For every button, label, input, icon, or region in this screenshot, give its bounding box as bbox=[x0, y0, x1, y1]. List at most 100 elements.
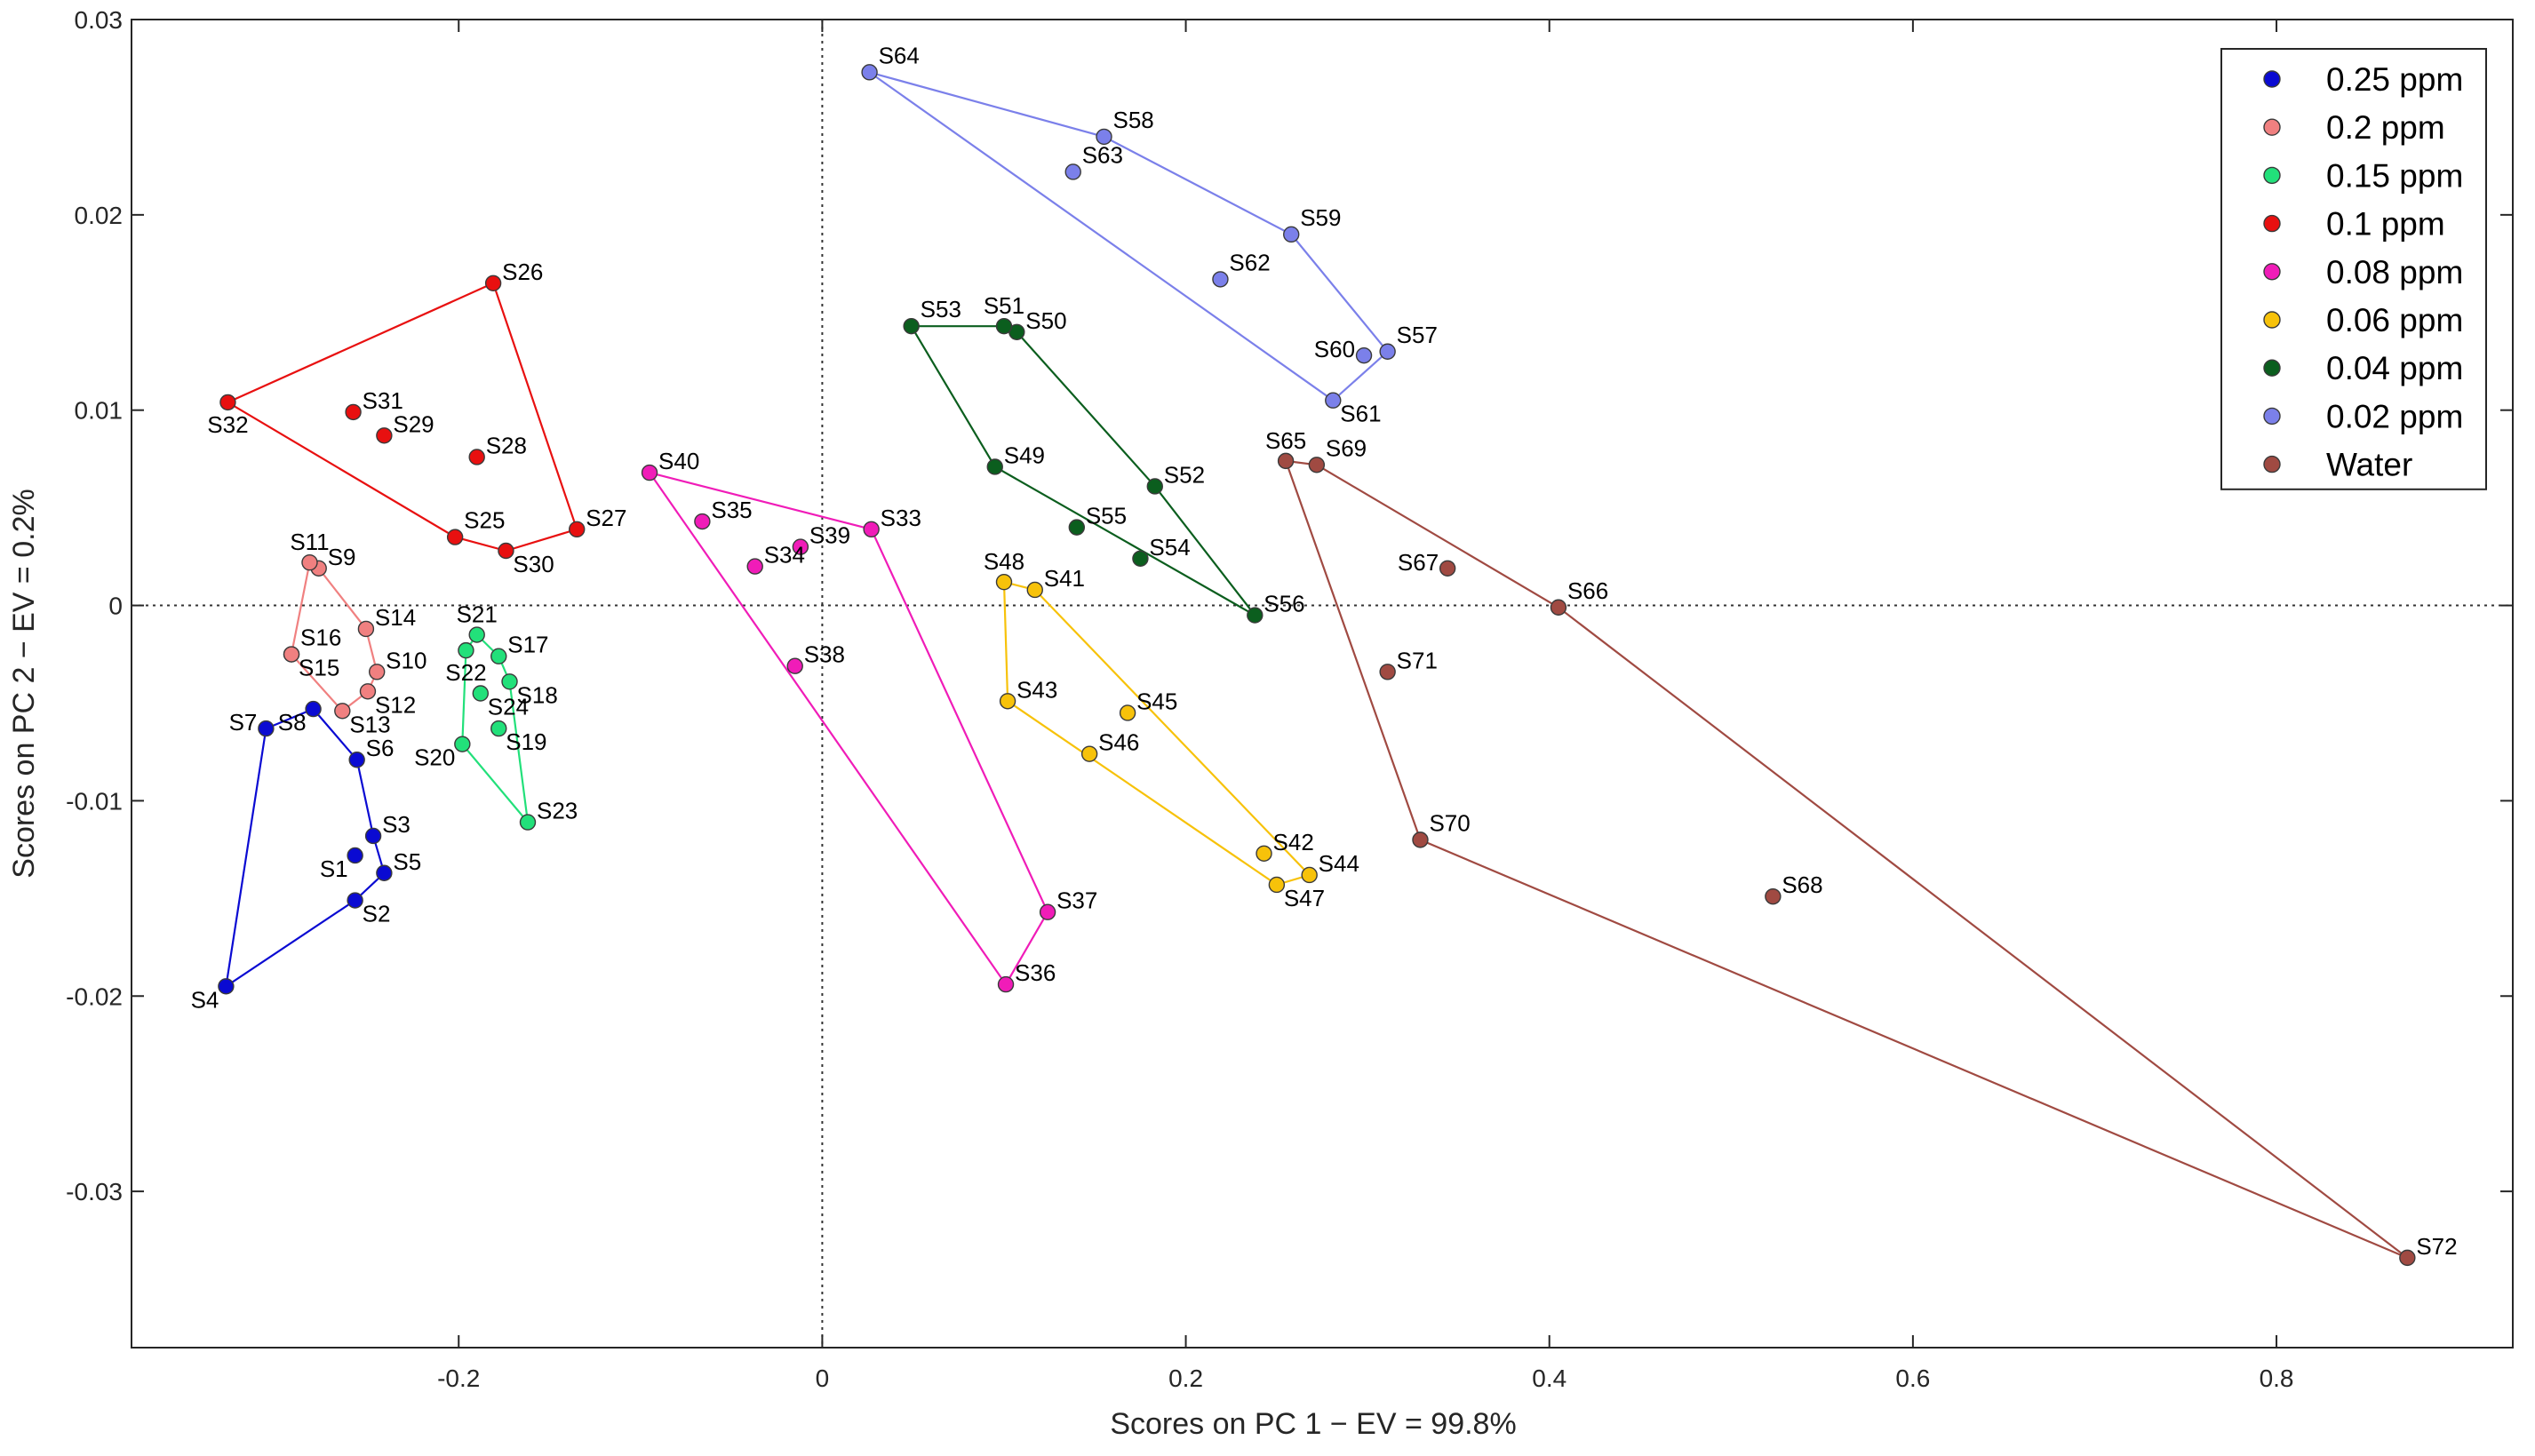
point-label-s58: S58 bbox=[1113, 107, 1154, 133]
point-label-s50: S50 bbox=[1025, 307, 1066, 334]
legend-label-0-08-ppm: 0.08 ppm bbox=[2326, 254, 2463, 290]
point-s34 bbox=[746, 558, 763, 575]
legend-marker-0-08-ppm bbox=[2263, 263, 2281, 281]
point-label-s41: S41 bbox=[1044, 565, 1085, 592]
point-s26 bbox=[484, 274, 502, 292]
y-tick-label: 0.02 bbox=[75, 202, 124, 229]
legend-label-0-1-ppm: 0.1 ppm bbox=[2326, 206, 2445, 243]
point-s8 bbox=[305, 700, 322, 718]
point-s70 bbox=[1412, 831, 1429, 848]
legend-label-0-06-ppm: 0.06 ppm bbox=[2326, 302, 2463, 338]
point-label-s36: S36 bbox=[1015, 959, 1056, 986]
point-label-s2: S2 bbox=[363, 901, 391, 927]
point-s43 bbox=[999, 693, 1016, 710]
legend-marker-0-02-ppm bbox=[2263, 407, 2281, 426]
point-label-s21: S21 bbox=[457, 601, 498, 628]
point-label-s14: S14 bbox=[375, 604, 416, 631]
point-label-s44: S44 bbox=[1319, 850, 1359, 877]
y-tick-label: 0.01 bbox=[75, 397, 124, 425]
point-label-s22: S22 bbox=[445, 659, 486, 686]
point-s62 bbox=[1212, 271, 1229, 288]
x-tick-label: 0.2 bbox=[1168, 1365, 1203, 1392]
legend-marker-0-2-ppm bbox=[2263, 118, 2281, 136]
point-label-s16: S16 bbox=[300, 625, 341, 651]
point-label-s62: S62 bbox=[1229, 249, 1270, 275]
point-label-s23: S23 bbox=[537, 798, 578, 824]
point-label-s18: S18 bbox=[517, 681, 558, 708]
point-label-s53: S53 bbox=[921, 296, 961, 322]
point-label-s63: S63 bbox=[1082, 141, 1123, 168]
point-label-s60: S60 bbox=[1314, 336, 1355, 362]
point-s69 bbox=[1308, 457, 1326, 473]
point-s22 bbox=[458, 641, 474, 659]
legend-marker-0-06-ppm bbox=[2263, 311, 2281, 329]
y-axis-title: Scores on PC 2 − EV = 0.2% bbox=[7, 489, 41, 878]
point-label-s67: S67 bbox=[1398, 549, 1439, 576]
hull-0-1-ppm bbox=[226, 282, 578, 553]
point-label-s68: S68 bbox=[1782, 871, 1822, 898]
point-label-s4: S4 bbox=[191, 986, 219, 1013]
legend-marker-water bbox=[2263, 455, 2281, 473]
point-label-s32: S32 bbox=[207, 411, 248, 438]
point-s35 bbox=[694, 513, 711, 530]
point-label-s56: S56 bbox=[1264, 591, 1304, 617]
point-s4 bbox=[218, 978, 235, 995]
point-label-s57: S57 bbox=[1397, 322, 1438, 348]
point-s45 bbox=[1119, 704, 1136, 721]
point-s39 bbox=[792, 538, 809, 555]
axis-ticks: -0.2 0 0.2 0.4 0.6 0.8 0.03 0.02 0.01 0 -0.01 -0.02… bbox=[66, 6, 2513, 1392]
x-tick-label: 0.6 bbox=[1895, 1365, 1930, 1392]
point-s28 bbox=[468, 449, 485, 465]
legend: 0.25 ppm 0.2 ppm 0.15 ppm 0.1 ppm 0.08 ppm 0.… bbox=[2220, 48, 2487, 490]
point-s6 bbox=[348, 752, 365, 768]
y-tick-label: 0 bbox=[108, 593, 123, 620]
legend-marker-0-15-ppm bbox=[2263, 166, 2281, 185]
x-axis-title: Scores on PC 1 − EV = 99.8% bbox=[1110, 1407, 1516, 1441]
point-s60 bbox=[1355, 346, 1373, 364]
point-s19 bbox=[490, 720, 507, 737]
point-s51 bbox=[995, 317, 1013, 335]
point-label-s69: S69 bbox=[1326, 434, 1367, 461]
point-label-s19: S19 bbox=[506, 728, 546, 755]
point-s44 bbox=[1301, 866, 1318, 884]
legend-marker-0-25-ppm bbox=[2263, 70, 2281, 88]
legend-label-0-15-ppm: 0.15 ppm bbox=[2326, 157, 2463, 194]
point-label-s49: S49 bbox=[1004, 442, 1045, 468]
point-label-s11: S11 bbox=[290, 529, 329, 555]
point-label-s46: S46 bbox=[1098, 729, 1139, 756]
point-s47 bbox=[1268, 876, 1286, 894]
point-label-s59: S59 bbox=[1300, 204, 1341, 231]
point-s37 bbox=[1039, 903, 1056, 920]
point-label-s61: S61 bbox=[1340, 401, 1381, 427]
point-label-s72: S72 bbox=[2416, 1233, 2457, 1260]
point-s18 bbox=[501, 673, 518, 690]
point-s23 bbox=[519, 814, 537, 831]
point-label-s64: S64 bbox=[879, 42, 920, 68]
x-tick-label: 0.8 bbox=[2260, 1365, 2294, 1392]
legend-label-0-2-ppm: 0.2 ppm bbox=[2326, 109, 2445, 146]
point-label-s10: S10 bbox=[386, 647, 426, 673]
point-s61 bbox=[1325, 392, 1342, 409]
point-label-s43: S43 bbox=[1016, 676, 1057, 703]
point-s25 bbox=[446, 529, 464, 545]
point-label-s26: S26 bbox=[502, 259, 543, 285]
point-s32 bbox=[219, 394, 236, 411]
legend-label-0-02-ppm: 0.02 ppm bbox=[2326, 398, 2463, 434]
point-s13 bbox=[334, 703, 351, 720]
point-label-s35: S35 bbox=[711, 497, 752, 523]
point-s3 bbox=[364, 827, 382, 845]
point-s30 bbox=[498, 542, 514, 560]
point-s1 bbox=[347, 847, 363, 864]
point-label-s30: S30 bbox=[513, 551, 554, 577]
hull-0-2-ppm bbox=[290, 561, 379, 712]
point-label-s28: S28 bbox=[486, 432, 527, 458]
point-s59 bbox=[1283, 226, 1300, 243]
x-tick-label: 0 bbox=[816, 1365, 830, 1392]
point-label-s8: S8 bbox=[278, 709, 307, 736]
legend-marker-0-04-ppm bbox=[2263, 359, 2281, 377]
x-tick-label: 0.4 bbox=[1532, 1365, 1566, 1392]
y-tick-label: 0.03 bbox=[75, 6, 124, 34]
point-s36 bbox=[997, 975, 1015, 993]
point-label-s47: S47 bbox=[1284, 885, 1325, 911]
